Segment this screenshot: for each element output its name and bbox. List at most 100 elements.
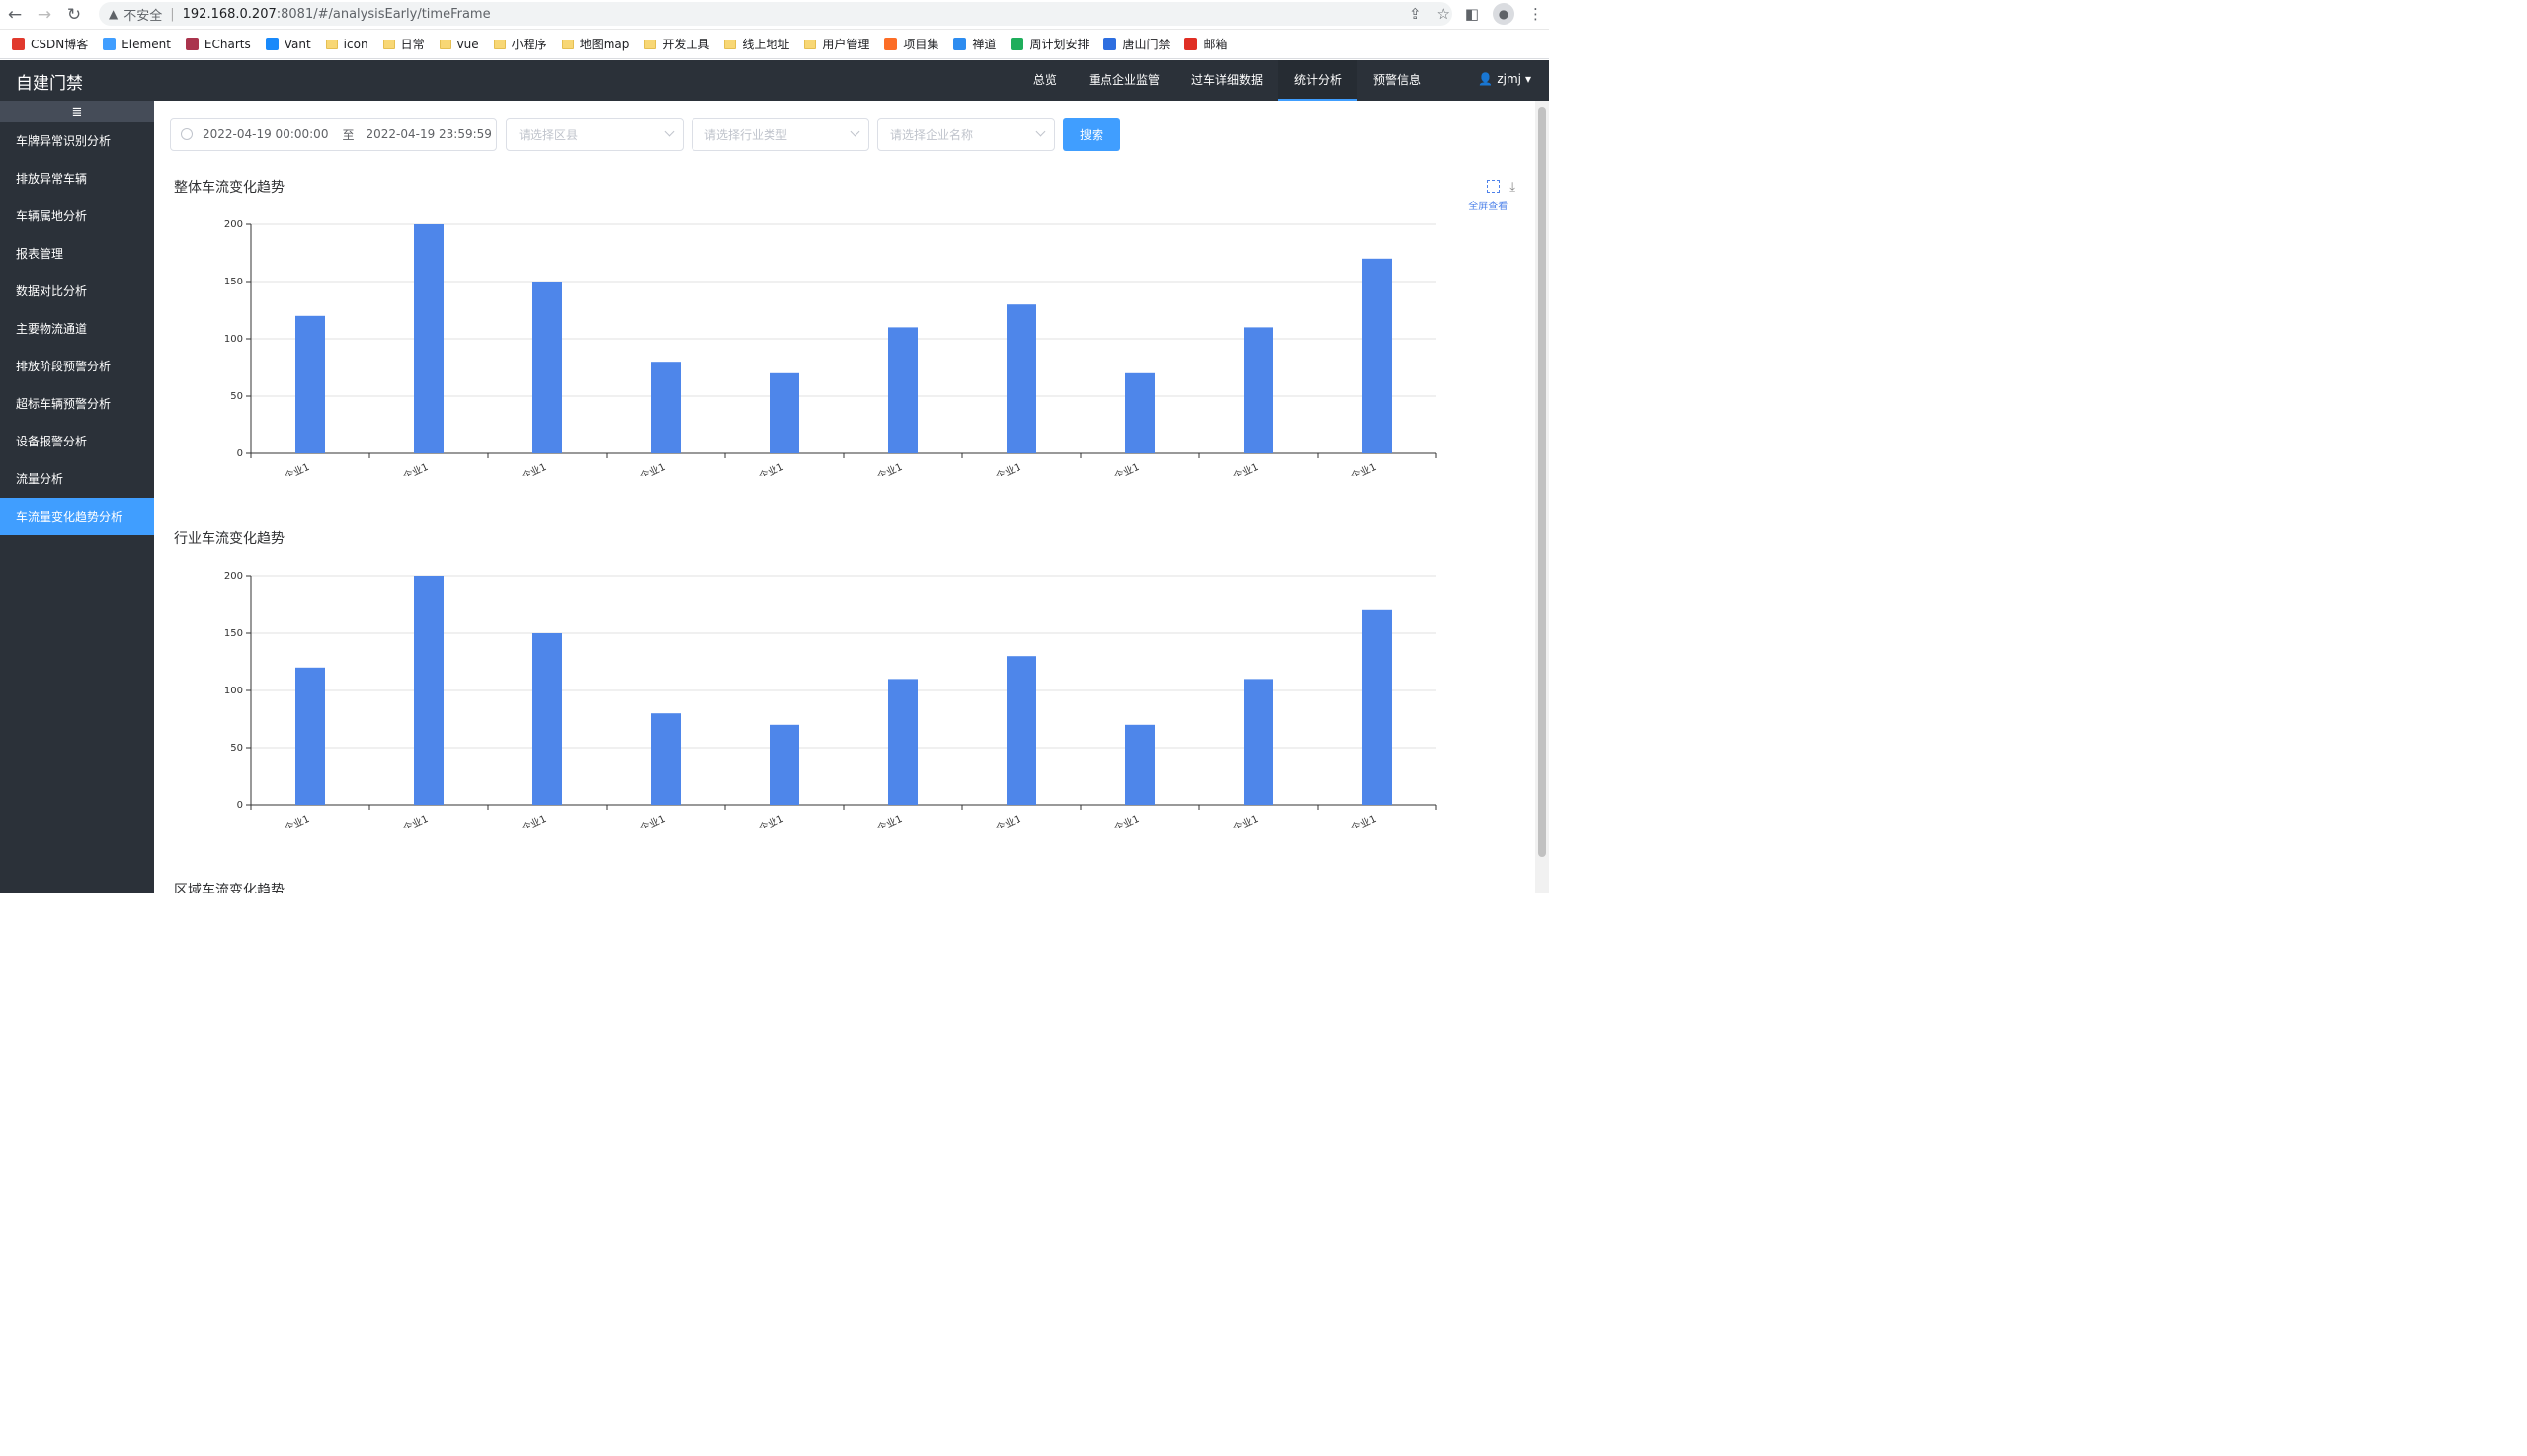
y-tick-label: 150	[224, 628, 243, 639]
reload-icon[interactable]: ↻	[66, 4, 82, 25]
top-nav-item[interactable]: 过车详细数据	[1190, 73, 1263, 87]
top-nav-item[interactable]: 统计分析	[1277, 60, 1357, 101]
url-host: 192.168.0.207	[182, 6, 277, 22]
sidebar-item[interactable]: 排放异常车辆	[16, 172, 88, 186]
sidebar-menu: 车牌异常识别分析 排放异常车辆 车辆属地分析 报表管理数据对比分析 主要物流通道排放阶段…	[0, 122, 154, 535]
user-menu[interactable]: 👤 zjmj ▾	[1478, 72, 1531, 86]
bookmark-item[interactable]: 禅道	[953, 36, 996, 52]
bookmark-item[interactable]: vue	[439, 38, 479, 51]
address-bar[interactable]: ▲ 不安全 | 192.168.0.207:8081/#/analysisEar…	[99, 2, 1452, 26]
bar	[414, 576, 444, 805]
x-tick-label: 企业1	[875, 812, 904, 828]
sidebar-item[interactable]: 车牌异常识别分析	[16, 134, 112, 148]
bookmark-item[interactable]: 日常	[382, 36, 425, 52]
more-menu-icon[interactable]: ⋮	[1528, 5, 1543, 23]
app-header: 自建门禁 总览 重点企业监管 过车详细数据 统计分析 预警信息 👤 zjmj ▾	[0, 60, 1549, 101]
bookmark-item[interactable]: 邮箱	[1184, 36, 1227, 52]
folder-icon	[493, 39, 506, 49]
top-nav-item[interactable]: 重点企业监管	[1088, 73, 1160, 87]
y-tick-label: 50	[230, 391, 243, 402]
sidebar-item[interactable]: 流量分析	[16, 472, 64, 486]
bookmark-item[interactable]: ECharts	[185, 37, 251, 51]
date-range-picker[interactable]: 2022-04-19 00:00:00 至 2022-04-19 23:59:5…	[170, 118, 497, 151]
scrollbar-thumb[interactable]	[1538, 107, 1546, 857]
sidebar-item[interactable]: 超标车辆预警分析	[16, 397, 112, 411]
bookmark-item[interactable]: CSDN博客	[12, 36, 88, 52]
x-tick-label: 企业1	[520, 460, 548, 476]
x-tick-label: 企业1	[994, 460, 1022, 476]
bar	[1244, 327, 1273, 453]
top-nav-item[interactable]: 预警信息	[1372, 73, 1421, 87]
bar	[1007, 304, 1036, 453]
x-tick-label: 企业1	[401, 460, 430, 476]
profile-icon[interactable]: ●	[1493, 3, 1514, 25]
bookmark-label: 地图map	[579, 38, 630, 51]
download-icon[interactable]: ⤓	[1509, 180, 1515, 195]
sidebar-item[interactable]: 车辆属地分析	[16, 209, 88, 223]
bookmark-item[interactable]: 项目集	[884, 36, 938, 52]
end-date[interactable]: 2022-04-19 23:59:59	[366, 127, 492, 141]
x-tick-label: 企业1	[1349, 812, 1378, 828]
bookmark-label: 唐山门禁	[1122, 38, 1171, 51]
folder-icon	[325, 39, 338, 49]
folder-icon	[561, 39, 574, 49]
forward-arrow-icon[interactable]: →	[37, 4, 52, 25]
search-button[interactable]: 搜索	[1063, 118, 1120, 151]
sidepanel-icon[interactable]: ◧	[1464, 5, 1479, 23]
bookmark-item[interactable]: 线上地址	[724, 36, 789, 52]
industry-select[interactable]: 请选择行业类型	[692, 118, 869, 151]
bar	[1125, 724, 1155, 805]
sidebar-item[interactable]: 报表管理	[16, 247, 64, 261]
folder-icon	[382, 39, 395, 49]
chevron-down-icon	[664, 126, 675, 137]
district-placeholder: 请选择区县	[519, 127, 579, 142]
bookmark-label: 周计划安排	[1029, 38, 1090, 51]
bookmarks-bar: CSDN博客 Element ECharts Vant icon 日常 vue 小程序 地图ma…	[0, 30, 1549, 59]
bookmark-item[interactable]: 用户管理	[804, 36, 869, 52]
insecure-label: 不安全	[123, 8, 163, 24]
back-arrow-icon[interactable]: ←	[7, 4, 23, 25]
top-nav: 总览 重点企业监管 过车详细数据 统计分析 预警信息	[1018, 60, 1436, 101]
sidebar-item[interactable]: 数据对比分析	[16, 284, 88, 298]
star-icon[interactable]: ☆	[1436, 5, 1450, 23]
bar	[1244, 679, 1273, 805]
chevron-down-icon	[1035, 126, 1046, 137]
sidebar-item[interactable]: 车流量变化趋势分析	[0, 498, 154, 535]
bookmark-item[interactable]: 周计划安排	[1011, 36, 1089, 52]
bookmark-label: icon	[343, 37, 368, 51]
bookmark-item[interactable]: Vant	[265, 38, 311, 51]
bookmark-label: 项目集	[903, 38, 939, 51]
district-select[interactable]: 请选择区县	[506, 118, 684, 151]
bookmark-item[interactable]: 小程序	[493, 36, 547, 52]
page-scrollbar[interactable]	[1535, 101, 1549, 893]
collapse-menu-icon[interactable]: ≣	[0, 101, 154, 122]
bookmark-item[interactable]: 开发工具	[644, 36, 709, 52]
bookmark-item[interactable]: 地图map	[561, 36, 630, 52]
x-tick-label: 企业1	[401, 812, 430, 828]
x-tick-label: 企业1	[1231, 460, 1260, 476]
bookmark-label: ECharts	[204, 37, 251, 51]
sidebar-item[interactable]: 主要物流通道	[16, 322, 88, 336]
bookmark-item[interactable]: 唐山门禁	[1103, 36, 1170, 52]
y-tick-label: 100	[224, 334, 243, 345]
bookmark-label: 日常	[400, 38, 425, 51]
bar	[770, 372, 799, 453]
company-select[interactable]: 请选择企业名称	[877, 118, 1055, 151]
url-separator: |	[170, 6, 175, 22]
chart-overall: 0 50 100 150 200 企业1 企业1 企业1 企业1 企业1 企业1 企业1 企业1 企业1 企…	[224, 219, 1437, 476]
bar	[532, 633, 562, 805]
sidebar-item[interactable]: 设备报警分析	[16, 435, 88, 448]
y-tick-label: 200	[224, 571, 243, 582]
sidebar-item[interactable]: 排放阶段预警分析	[16, 360, 112, 373]
x-tick-label: 企业1	[520, 812, 548, 828]
bookmark-label: 线上地址	[742, 38, 790, 51]
section-title-region: 区域车流变化趋势	[174, 883, 285, 893]
bookmark-item[interactable]: icon	[325, 37, 368, 51]
x-tick-label: 企业1	[1112, 460, 1141, 476]
top-nav-item[interactable]: 总览	[1032, 73, 1057, 87]
share-icon[interactable]: ⇪	[1408, 5, 1422, 23]
fullscreen-icon[interactable]	[1487, 180, 1501, 193]
start-date[interactable]: 2022-04-19 00:00:00	[203, 127, 329, 141]
bookmark-item[interactable]: Element	[103, 38, 171, 51]
gitlab-icon	[884, 38, 898, 50]
